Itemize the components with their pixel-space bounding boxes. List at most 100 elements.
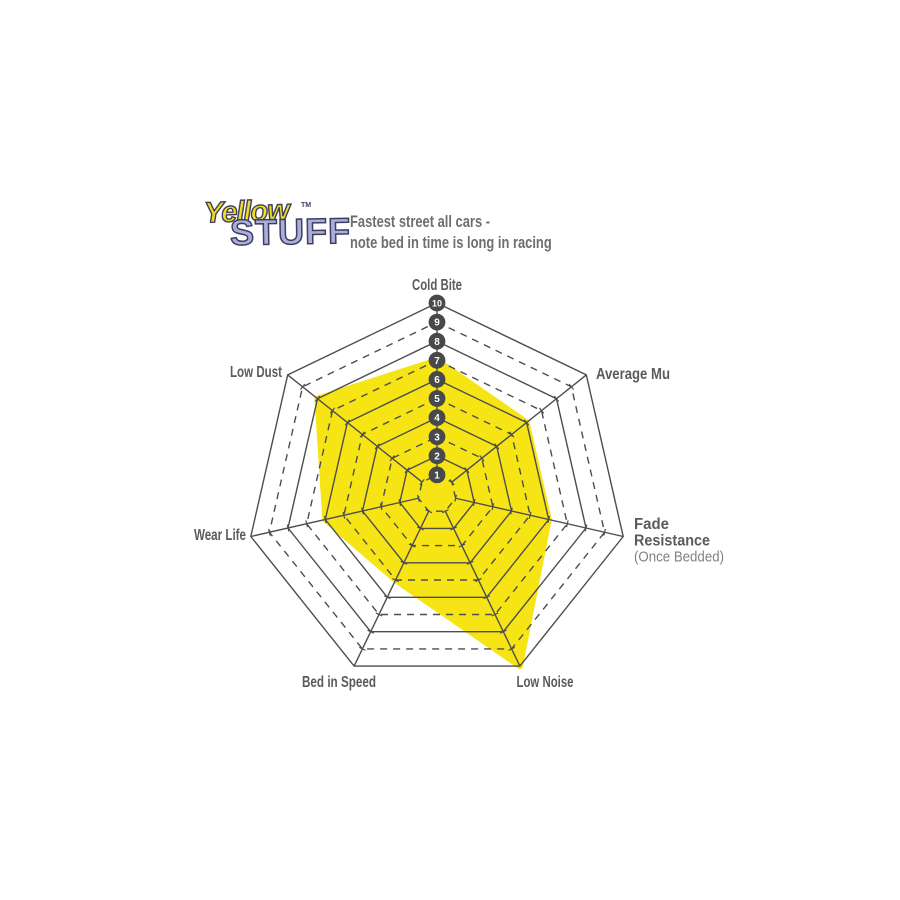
radar-axis-tick — [268, 528, 271, 536]
radar-axis-tick — [417, 526, 424, 531]
scale-badge-label-5: 5 — [434, 394, 440, 405]
radar-grid-ring-3 — [380, 435, 494, 547]
radar-axis-tick — [509, 431, 515, 438]
radar-axis-tick — [344, 419, 351, 426]
radar-axis-tick — [323, 515, 327, 524]
radar-axis-tick — [483, 595, 491, 600]
scale-badge-label-3: 3 — [434, 432, 440, 443]
radar-axis-tick — [553, 395, 560, 402]
radar-axis-tick — [419, 478, 425, 486]
radar-axis-tick — [375, 612, 383, 617]
subtitle-line-1: Fastest street all cars - — [350, 212, 491, 231]
radar-axis-tick — [441, 509, 449, 514]
yellowstuff-logo: Yellow TM STUFF — [203, 194, 354, 268]
radar-axis-tick — [523, 419, 530, 426]
radar-grid-ring-10 — [250, 302, 624, 667]
scale-badge-10 — [428, 294, 446, 312]
axis-label-cold-bite: Cold Bite — [412, 277, 462, 294]
scale-badge-8 — [428, 332, 446, 350]
radar-axis-tick — [475, 577, 482, 583]
scale-badge-4 — [428, 409, 446, 426]
scale-badge-label-6: 6 — [434, 375, 440, 386]
scale-badge-2 — [428, 447, 446, 465]
radar-axis-tick — [389, 455, 395, 462]
radar-axis-tick — [367, 629, 375, 634]
radar-axis-tick — [528, 511, 532, 519]
scale-badge-label-2: 2 — [434, 451, 440, 462]
axis-label-wear-life: Wear Life — [194, 527, 246, 544]
radar-axis-tick — [450, 526, 457, 531]
radar-axis-tick — [359, 646, 366, 651]
radar-axis-tick — [374, 443, 380, 450]
radar-axis-spoke-6 — [287, 374, 423, 483]
radar-axis-tick — [472, 498, 476, 507]
radar-axis-tick — [286, 524, 290, 532]
scale-badge-label-7: 7 — [434, 356, 440, 367]
radar-grid-ring-7 — [305, 359, 569, 616]
radar-grid-ring-6 — [324, 378, 550, 598]
axis-label-fade-resistance-2: Resistance — [634, 533, 710, 550]
radar-axis-tick — [491, 612, 499, 617]
radar-axis-tick — [538, 407, 545, 414]
axis-label-bed-in-speed: Bed in Speed — [302, 674, 376, 691]
scale-badge-label-10: 10 — [432, 299, 442, 309]
radar-grid-ring-2 — [399, 455, 475, 530]
scale-badge-3 — [428, 428, 446, 446]
radar-axis-tick — [359, 431, 365, 438]
radar-axis-tick — [398, 498, 402, 507]
scale-badge-9 — [428, 313, 446, 331]
radar-axis-tick — [499, 629, 507, 634]
logo-trademark: TM — [301, 202, 312, 209]
radar-axis-tick — [314, 395, 321, 402]
radar-axis-tick — [603, 528, 606, 536]
scale-badge-6 — [428, 371, 446, 388]
radar-axis-tick — [568, 383, 575, 390]
radar-axis-spoke-1 — [451, 374, 587, 483]
radar-axis-spoke-4 — [353, 510, 430, 667]
radar-axis-tick — [342, 511, 346, 519]
radar-grid-ring-4 — [361, 416, 513, 564]
radar-axis-tick — [454, 494, 457, 502]
radar-axis-tick — [479, 455, 485, 462]
scale-badge-5 — [428, 390, 446, 407]
radar-axis-tick — [383, 595, 391, 600]
radar-grid-ring-8 — [287, 340, 587, 633]
radar-axis-tick — [361, 507, 364, 515]
axis-label-low-noise: Low Noise — [517, 674, 574, 691]
scale-badge-label-8: 8 — [434, 337, 440, 348]
scale-badge-label-4: 4 — [434, 413, 440, 424]
radar-axis-tick — [408, 543, 416, 548]
radar-axis-tick — [392, 577, 399, 583]
radar-axis-tick — [466, 560, 474, 565]
axis-label-low-dust: Low Dust — [230, 364, 282, 381]
radar-grid-ring-9 — [268, 321, 606, 650]
radar-axis-tick — [400, 560, 408, 565]
radar-axis-spoke-3 — [444, 510, 521, 667]
axis-label-average-mu: Average Mu — [596, 366, 670, 383]
radar-axis-spoke-2 — [455, 497, 624, 538]
radar-axis-tick — [565, 520, 569, 528]
scale-badge-label-9: 9 — [434, 318, 440, 329]
radar-axis-tick — [491, 503, 495, 511]
radar-axis-tick — [379, 503, 383, 511]
radar-grid-ring-5 — [343, 397, 531, 581]
radar-axis-tick — [404, 467, 410, 474]
radar-axis-tick — [425, 509, 433, 514]
radar-axis-tick — [449, 478, 455, 486]
chart-subtitle: Fastest street all cars - note bed in ti… — [350, 211, 552, 253]
radar-axis-tick — [417, 494, 420, 502]
radar-axis-tick — [508, 646, 515, 651]
radar-grid-ring-1 — [417, 474, 457, 512]
scale-badge-7 — [428, 351, 446, 369]
radar-axis-tick — [458, 543, 466, 548]
radar-axis-tick — [464, 467, 470, 474]
scale-badge-label-1: 1 — [434, 471, 440, 482]
radar-axis-tick — [329, 407, 336, 414]
radar-axis-tick — [305, 520, 309, 528]
radar-axis-tick — [584, 524, 588, 532]
scale-badge-1 — [428, 466, 446, 484]
radar-axis-tick — [299, 383, 306, 390]
subtitle-line-2: note bed in time is long in racing — [350, 233, 552, 252]
